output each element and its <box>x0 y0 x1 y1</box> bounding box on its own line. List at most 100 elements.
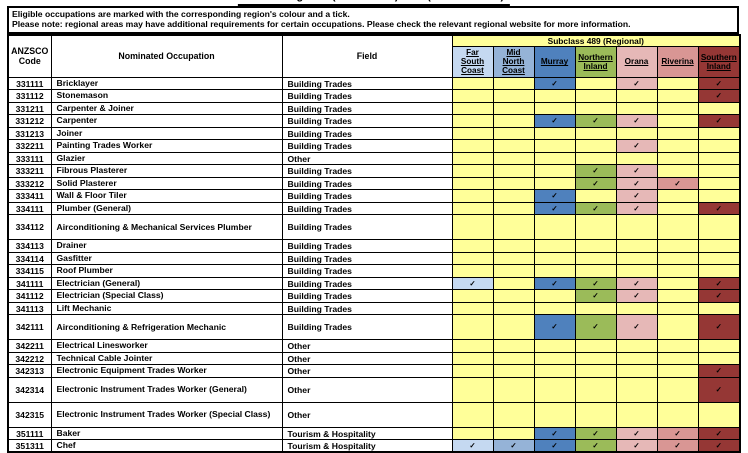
tick-cell-far-south-coast <box>451 214 494 241</box>
tick-cell-orana: ✓ <box>615 176 658 191</box>
anzsco-code-cell: 333212 <box>7 176 52 191</box>
region-header-murray[interactable]: Murray <box>533 45 576 78</box>
tick-cell-far-south-coast <box>451 151 494 166</box>
tick-cell-southern-inland <box>697 301 741 316</box>
tick-cell-mid-north-coast: ✓ <box>492 439 535 453</box>
occupation-cell: Bricklayer <box>50 76 283 91</box>
table-row: 342211 Electrical Linesworker Other <box>7 339 741 353</box>
tick-cell-southern-inland: ✓ <box>697 439 741 453</box>
anzsco-code-cell: 333411 <box>7 189 52 203</box>
tick-cell-northern-inland: ✓ <box>574 289 617 303</box>
tick-cell-riverina: ✓ <box>656 439 699 453</box>
tick-cell-murray: ✓ <box>533 114 576 128</box>
field-cell: Building Trades <box>281 301 453 316</box>
tick-cell-southern-inland: ✓ <box>697 276 741 291</box>
region-header-mid-north-coast[interactable]: Mid North Coast <box>492 45 535 78</box>
tick-cell-southern-inland <box>697 176 741 191</box>
tick-cell-mid-north-coast <box>492 301 535 316</box>
anzsco-code-cell: 331112 <box>7 89 52 103</box>
anzsco-code-cell: 342211 <box>7 339 52 353</box>
tick-cell-southern-inland: ✓ <box>697 314 741 341</box>
tick-cell-orana: ✓ <box>615 201 658 216</box>
field-cell: Building Trades <box>281 126 453 141</box>
tick-cell-riverina <box>656 314 699 341</box>
tick-cell-riverina <box>656 251 699 266</box>
tick-cell-mid-north-coast <box>492 139 535 153</box>
tick-cell-southern-inland <box>697 401 741 428</box>
tick-cell-far-south-coast <box>451 89 494 103</box>
anzsco-code-cell: 342212 <box>7 351 52 366</box>
anzsco-code-cell: 333211 <box>7 164 52 178</box>
anzsco-code-cell: 342315 <box>7 401 52 428</box>
anzsco-code-cell: 334111 <box>7 201 52 216</box>
field-cell: Other <box>281 151 453 166</box>
tick-cell-riverina <box>656 114 699 128</box>
tick-cell-murray <box>533 176 576 191</box>
field-cell: Building Trades <box>281 289 453 303</box>
anzsco-code-cell: 341113 <box>7 301 52 316</box>
table-row: 342111 Airconditioning & Refrigeration Me… <box>7 314 741 341</box>
tick-cell-riverina: ✓ <box>656 426 699 441</box>
tick-cell-riverina <box>656 189 699 203</box>
tick-cell-southern-inland: ✓ <box>697 201 741 216</box>
occupation-cell: Technical Cable Jointer <box>50 351 283 366</box>
field-cell: Other <box>281 351 453 366</box>
table-row: 331112 Stonemason Building Trades ✓ <box>7 89 741 103</box>
tick-cell-far-south-coast <box>451 239 494 253</box>
region-header-southern-inland[interactable]: Southern Inland <box>697 45 741 78</box>
tick-cell-southern-inland <box>697 239 741 253</box>
tick-cell-riverina <box>656 276 699 291</box>
tick-cell-southern-inland <box>697 101 741 116</box>
tick-cell-murray <box>533 89 576 103</box>
tick-cell-northern-inland <box>574 239 617 253</box>
anzsco-code-cell: 334115 <box>7 264 52 278</box>
tick-cell-murray <box>533 251 576 266</box>
occupation-cell: Wall & Floor Tiler <box>50 189 283 203</box>
region-header-northern-inland[interactable]: Northern Inland <box>574 45 617 78</box>
occupation-cell: Joiner <box>50 126 283 141</box>
occupation-cell: Fibrous Plasterer <box>50 164 283 178</box>
occupation-cell: Electronic Instrument Trades Worker (Spe… <box>50 401 283 428</box>
tick-cell-northern-inland <box>574 251 617 266</box>
field-cell: Building Trades <box>281 314 453 341</box>
tick-cell-mid-north-coast <box>492 151 535 166</box>
table-row: 334112 Airconditioning & Mechanical Servi… <box>7 214 741 241</box>
field-cell: Building Trades <box>281 251 453 266</box>
tick-cell-far-south-coast <box>451 364 494 378</box>
tick-cell-mid-north-coast <box>492 264 535 278</box>
tick-cell-orana <box>615 151 658 166</box>
tick-cell-riverina <box>656 401 699 428</box>
field-cell: Building Trades <box>281 189 453 203</box>
region-header-orana[interactable]: Orana <box>615 45 658 78</box>
occupation-cell: Roof Plumber <box>50 264 283 278</box>
tick-cell-northern-inland <box>574 189 617 203</box>
tick-cell-mid-north-coast <box>492 114 535 128</box>
region-header-far-south-coast[interactable]: Far South Coast <box>451 45 494 78</box>
tick-cell-riverina <box>656 289 699 303</box>
tick-cell-far-south-coast <box>451 101 494 116</box>
occupation-cell: Baker <box>50 426 283 441</box>
occupation-cell: Gasfitter <box>50 251 283 266</box>
field-cell: Building Trades <box>281 114 453 128</box>
field-cell: Building Trades <box>281 264 453 278</box>
anzsco-code-cell: 341112 <box>7 289 52 303</box>
tick-cell-mid-north-coast <box>492 89 535 103</box>
tick-cell-murray <box>533 301 576 316</box>
tick-cell-northern-inland <box>574 76 617 91</box>
region-header-riverina[interactable]: Riverina <box>656 45 699 78</box>
tick-cell-orana <box>615 239 658 253</box>
tick-cell-northern-inland <box>574 264 617 278</box>
table-row: 341111 Electrician (General) Building Trad… <box>7 276 741 291</box>
occupations-table: ANZSCO Code Nominated Occupation Field S… <box>7 33 742 453</box>
tick-cell-northern-inland <box>574 376 617 403</box>
tick-cell-riverina <box>656 101 699 116</box>
anzsco-code-cell: 341111 <box>7 276 52 291</box>
tick-cell-orana: ✓ <box>615 289 658 303</box>
field-cell: Building Trades <box>281 164 453 178</box>
tick-cell-northern-inland <box>574 214 617 241</box>
table-row: 334114 Gasfitter Building Trades <box>7 251 741 266</box>
tick-cell-far-south-coast <box>451 126 494 141</box>
occupation-cell: Lift Mechanic <box>50 301 283 316</box>
tick-cell-southern-inland: ✓ <box>697 426 741 441</box>
tick-cell-southern-inland: ✓ <box>697 376 741 403</box>
